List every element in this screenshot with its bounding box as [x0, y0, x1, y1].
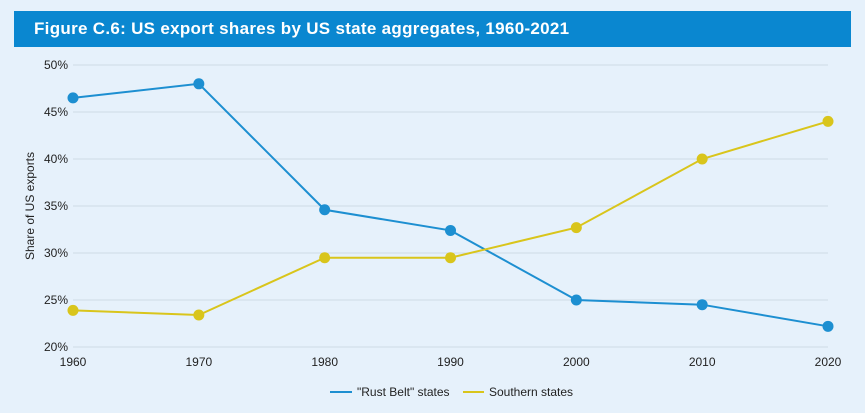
data-point	[822, 115, 834, 127]
y-tick-label: 40%	[44, 152, 68, 166]
data-point	[67, 304, 79, 316]
y-tick-label: 25%	[44, 293, 68, 307]
figure-title: Figure C.6: US export shares by US state…	[34, 19, 570, 38]
data-point	[319, 204, 331, 216]
series-layer	[67, 78, 834, 332]
data-point	[67, 92, 79, 104]
legend: "Rust Belt" states Southern states	[330, 385, 573, 399]
data-point	[445, 252, 456, 264]
series-rust-belt	[67, 78, 834, 332]
legend-label: Southern states	[489, 385, 573, 399]
data-point	[445, 224, 456, 236]
y-axis-ticks: 20% 25% 30% 35% 40% 45% 50%	[44, 58, 68, 354]
data-point	[570, 222, 582, 234]
y-tick-label: 30%	[44, 246, 68, 260]
y-tick-label: 50%	[44, 58, 68, 72]
x-tick-label: 1970	[185, 355, 212, 369]
grid-lines	[73, 64, 828, 348]
data-point	[193, 309, 205, 321]
x-axis-ticks: 1960 1970 1980 1990 2000 2010 2020	[60, 355, 842, 369]
legend-label: "Rust Belt" states	[357, 385, 450, 399]
y-axis-label: Share of US exports	[23, 152, 37, 260]
y-tick-label: 20%	[44, 340, 68, 354]
legend-item: Southern states	[463, 385, 573, 399]
data-point	[570, 294, 582, 306]
data-point	[193, 78, 205, 90]
x-tick-label: 2000	[563, 355, 590, 369]
series-southern	[67, 115, 834, 321]
data-point	[319, 252, 331, 264]
x-tick-label: 1980	[311, 355, 338, 369]
y-tick-label: 45%	[44, 105, 68, 119]
x-tick-label: 1990	[437, 355, 464, 369]
series-line	[72, 120, 829, 317]
y-tick-label: 35%	[44, 199, 68, 213]
data-point	[822, 320, 834, 332]
x-tick-label: 2010	[689, 355, 716, 369]
series-line	[72, 82, 829, 328]
x-tick-label: 1960	[60, 355, 87, 369]
legend-item: "Rust Belt" states	[330, 385, 450, 399]
data-point	[696, 153, 708, 165]
figure-title-bar: Figure C.6: US export shares by US state…	[14, 11, 851, 47]
x-tick-label: 2020	[815, 355, 842, 369]
data-point	[696, 299, 708, 311]
